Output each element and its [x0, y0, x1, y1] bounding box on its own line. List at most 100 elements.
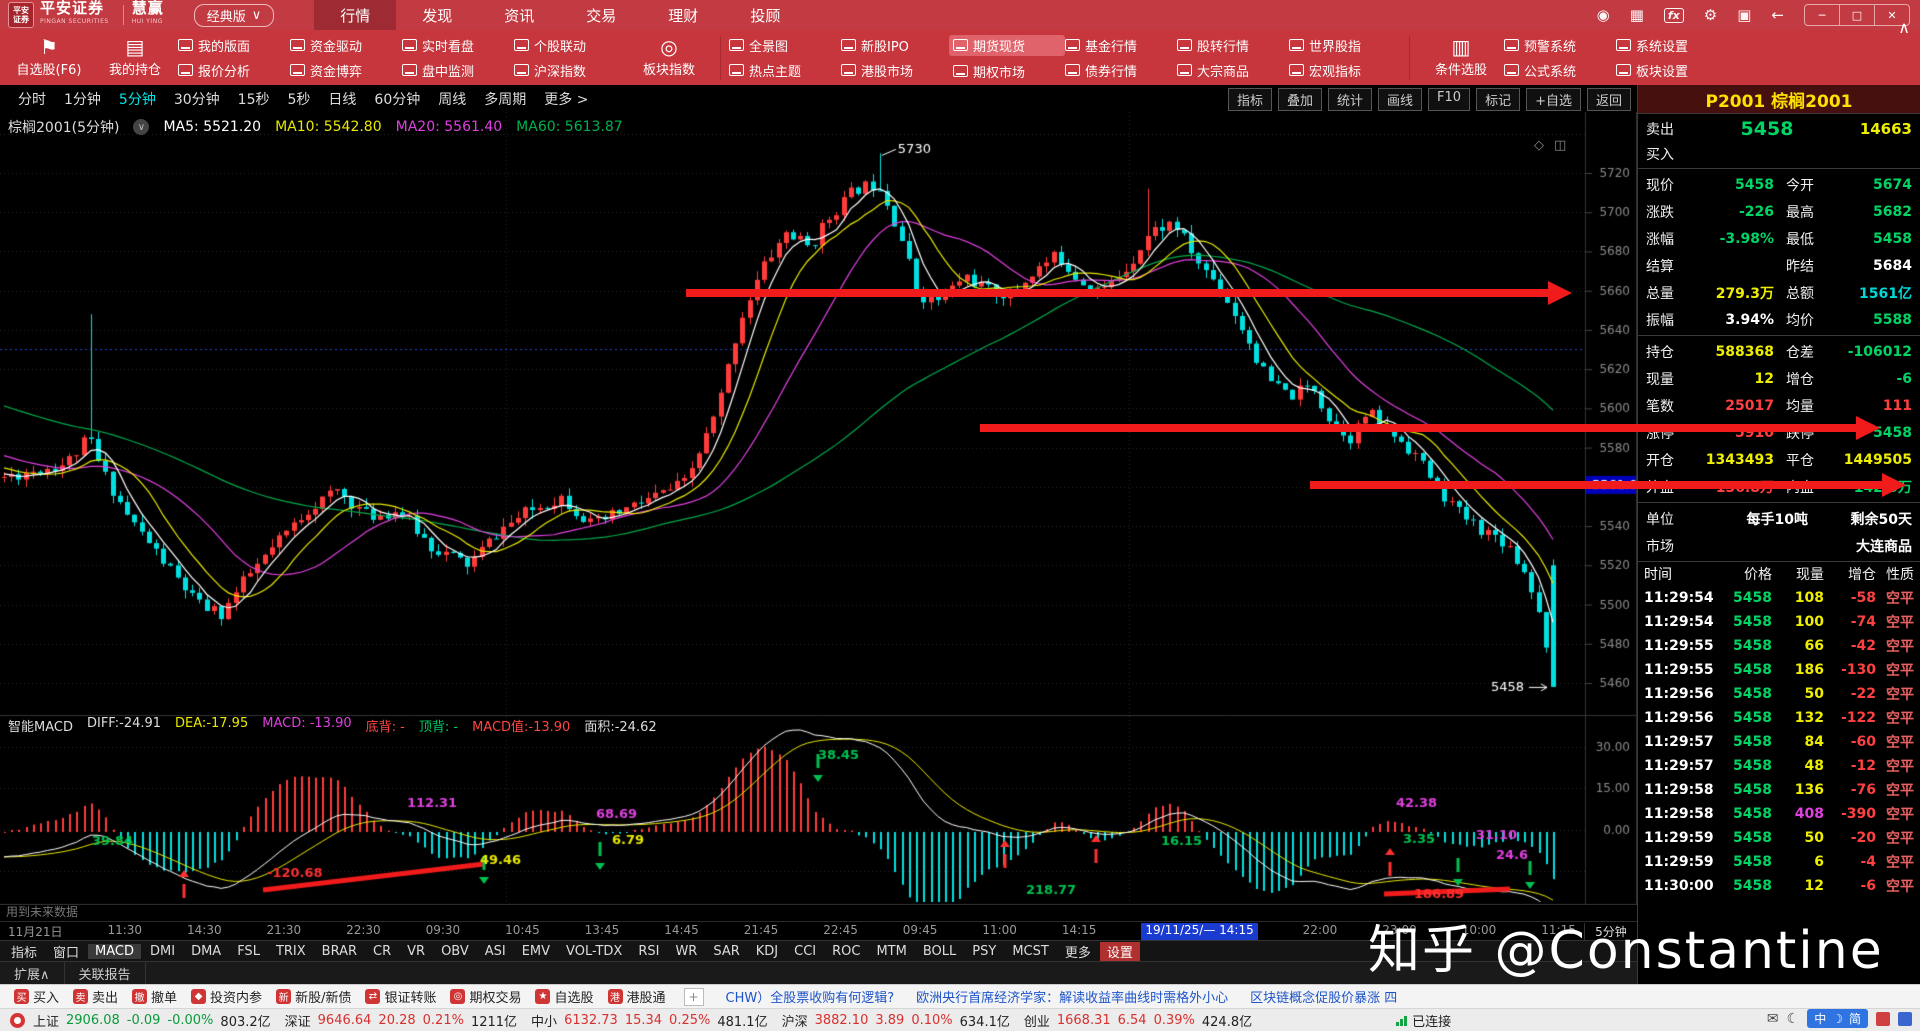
indicator-tab-DMI[interactable]: DMI — [150, 943, 176, 959]
indicator-tab-MCST[interactable]: MCST — [1012, 943, 1049, 959]
news-headline[interactable]: 欧洲央行首席经济学家：解读收益率曲线时需格外小心 — [916, 991, 1229, 1006]
indicator-tab-设置[interactable]: 设置 — [1099, 941, 1140, 961]
tick-row[interactable]: 11:29:58 5458 408 -390 空平 — [1644, 806, 1914, 823]
bottom-tool-自选股[interactable]: ★ 自选股 — [535, 987, 594, 1006]
tick-row[interactable]: 11:29:55 5458 186 -130 空平 — [1644, 662, 1914, 679]
timeframe-5秒[interactable]: 5秒 — [287, 91, 311, 108]
menu-理财[interactable]: 理财 — [668, 6, 699, 25]
toolbar-item-股转行情[interactable]: 股转行情 — [1177, 36, 1289, 55]
toolbar-item-个股联动[interactable]: 个股联动 — [514, 36, 626, 55]
tick-row[interactable]: 11:29:59 5458 50 -20 空平 — [1644, 830, 1914, 847]
toolbar-item-宏观指标[interactable]: 宏观指标 — [1289, 61, 1401, 80]
timeframe-分时[interactable]: 分时 — [18, 91, 46, 108]
indicator-tab-WR[interactable]: WR — [675, 943, 698, 959]
indicator-tab-VR[interactable]: VR — [407, 943, 426, 959]
toolbar-item-预警系统[interactable]: 预警系统 — [1504, 36, 1616, 55]
theme-skin-icon[interactable]: ▣ — [1737, 6, 1752, 24]
toolbar-item-新股IPO[interactable]: 新股IPO — [841, 36, 953, 55]
indicator-tab-TRIX[interactable]: TRIX — [275, 943, 306, 959]
tick-row[interactable]: 11:29:54 5458 108 -58 空平 — [1644, 590, 1914, 607]
toolbar-item-板块设置[interactable]: 板块设置 — [1616, 61, 1728, 80]
toolbar-item-系统设置[interactable]: 系统设置 — [1616, 36, 1728, 55]
indicator-tab-VOL-TDX[interactable]: VOL-TDX — [566, 943, 623, 959]
buy-row[interactable]: 买入 — [1646, 146, 1674, 163]
indicator-tab-BOLL[interactable]: BOLL — [922, 943, 957, 959]
toolbar-item-沪深指数[interactable]: 沪深指数 — [514, 61, 626, 80]
news-headline[interactable]: CHW）全股票收购有何逻辑? — [725, 991, 895, 1006]
chart-button-指标[interactable]: 指标 — [1227, 88, 1272, 111]
bottom-tool-投资内参[interactable]: ◆ 投资内参 — [191, 987, 262, 1006]
toolbar-item-我的持仓[interactable]: ▤ 我的持仓 — [108, 35, 161, 78]
toolbar-item-港股市场[interactable]: 港股市场 — [841, 61, 953, 80]
bottom-tool-卖出[interactable]: 卖卖出 — [73, 987, 118, 1006]
toolbar-item-实时看盘[interactable]: 实时看盘 — [402, 36, 514, 55]
formula-fx-icon[interactable]: fx — [1663, 7, 1684, 23]
chart-button-画线[interactable]: 画线 — [1378, 88, 1423, 111]
toolbar-item-基金行情[interactable]: 基金行情 — [1065, 36, 1177, 55]
toolbar-item-自选股(F6)[interactable]: ⚑ 自选股(F6) — [16, 35, 82, 78]
index-quote-上证[interactable]: 上证 2906.08 -0.09 -0.00% 803.2亿 — [33, 1012, 271, 1030]
chart-button-F10[interactable]: F10 — [1428, 88, 1471, 111]
bottom-tool-港股通[interactable]: 港港股通 — [607, 987, 666, 1006]
expand-item-关联报告[interactable]: 关联报告 — [65, 962, 146, 984]
indicator-tab-更多[interactable]: 更多 — [1064, 945, 1091, 961]
envelope-icon[interactable]: ✉ — [1766, 1010, 1779, 1027]
menu-行情[interactable]: 行情 — [314, 0, 397, 30]
back-arrow-icon[interactable]: ← — [1771, 6, 1784, 24]
timeframe-60分钟[interactable]: 60分钟 — [374, 91, 421, 108]
timeframe-周线[interactable]: 周线 — [438, 91, 467, 108]
bottom-tool-新股/新债[interactable]: 新新股/新债 — [276, 987, 351, 1006]
toolbar-item-全景图[interactable]: 全景图 — [729, 36, 841, 55]
period-label[interactable]: 5分钟 — [1584, 922, 1637, 940]
input-method-bar[interactable]: 中 ☽ 简 — [1807, 1009, 1868, 1028]
layout-grid-icon[interactable]: ▦ — [1629, 6, 1644, 24]
candlestick-chart-canvas[interactable] — [0, 112, 1637, 905]
indicator-tab-DMA[interactable]: DMA — [191, 943, 222, 959]
timeframe-5分钟[interactable]: 5分钟 — [118, 91, 156, 108]
indicator-tab-FSL[interactable]: FSL — [237, 943, 260, 959]
tick-row[interactable]: 11:29:56 5458 132 -122 空平 — [1644, 710, 1914, 727]
bottom-tool-买入[interactable]: 买买入 — [14, 987, 59, 1006]
menu-发现[interactable]: 发现 — [422, 6, 453, 25]
toolbar-item-资金驱动[interactable]: 资金驱动 — [290, 36, 402, 55]
index-quote-沪深[interactable]: 沪深 3882.10 3.89 0.10% 634.1亿 — [781, 1012, 1010, 1030]
chevron-down-icon[interactable]: ∨ — [133, 119, 150, 135]
expand-item-扩展∧[interactable]: 扩展∧ — [0, 962, 65, 984]
chart-button-统计[interactable]: 统计 — [1328, 88, 1373, 111]
chart-button-叠加[interactable]: 叠加 — [1277, 88, 1322, 111]
index-quote-深证[interactable]: 深证 9646.64 20.28 0.21% 1211亿 — [284, 1012, 518, 1030]
toolbar-item-期货现货[interactable]: 期货现货 — [949, 34, 1065, 56]
indicator-tab-SAR[interactable]: SAR — [713, 943, 740, 959]
indicator-tab-KDJ[interactable]: KDJ — [755, 943, 779, 959]
bottom-tool-银证转账[interactable]: ⇄ 银证转账 — [365, 987, 436, 1006]
tick-row[interactable]: 11:29:58 5458 136 -76 空平 — [1644, 782, 1914, 799]
indicator-tab-CCI[interactable]: CCI — [794, 943, 817, 959]
moon-icon[interactable]: ☾ — [1786, 1010, 1800, 1027]
toolbar-item-板块指数[interactable]: ◎ 板块指数 — [642, 35, 695, 78]
tray-icon-red[interactable] — [1876, 1011, 1890, 1026]
index-quote-中小[interactable]: 中小 6132.73 15.34 0.25% 481.1亿 — [531, 1012, 768, 1030]
maximize-button[interactable]: □ — [1839, 5, 1874, 25]
indicator-tab-EMV[interactable]: EMV — [521, 943, 551, 959]
menu-交易[interactable]: 交易 — [586, 6, 617, 25]
menu-资讯[interactable]: 资讯 — [504, 6, 535, 25]
toolbar-item-我的版面[interactable]: 我的版面 — [178, 36, 290, 55]
indicator-tab-窗口[interactable]: 窗口 — [53, 945, 80, 961]
news-headline[interactable]: 区块链概念促股价暴涨 四 — [1250, 991, 1398, 1006]
timeframe-15秒[interactable]: 15秒 — [237, 91, 270, 108]
toolbar-collapse-icon[interactable]: ∧ — [1898, 18, 1910, 37]
bottom-tool-期权交易[interactable]: ◎ 期权交易 — [450, 987, 521, 1006]
minimize-button[interactable]: ─ — [1818, 8, 1826, 22]
index-quote-创业[interactable]: 创业 1668.31 6.54 0.39% 424.8亿 — [1023, 1012, 1253, 1030]
toolbar-item-条件选股[interactable]: ▥ 条件选股 — [1434, 35, 1487, 78]
toolbar-item-热点主题[interactable]: 热点主题 — [729, 61, 841, 80]
toolbar-item-公式系统[interactable]: 公式系统 — [1504, 61, 1616, 80]
sell-row[interactable]: 卖出 5458 14663 — [1646, 117, 1912, 140]
indicator-tab-ROC[interactable]: ROC — [832, 943, 861, 959]
toolbar-item-期权市场[interactable]: 期权市场 — [953, 62, 1065, 81]
indicator-tab-BRAR[interactable]: BRAR — [321, 943, 358, 959]
gear-icon[interactable]: ⚙ — [1703, 6, 1718, 24]
indicator-tab-指标[interactable]: 指标 — [11, 945, 38, 961]
indicator-tab-MTM[interactable]: MTM — [876, 943, 907, 959]
toolbar-item-盘中监测[interactable]: 盘中监测 — [402, 61, 514, 80]
